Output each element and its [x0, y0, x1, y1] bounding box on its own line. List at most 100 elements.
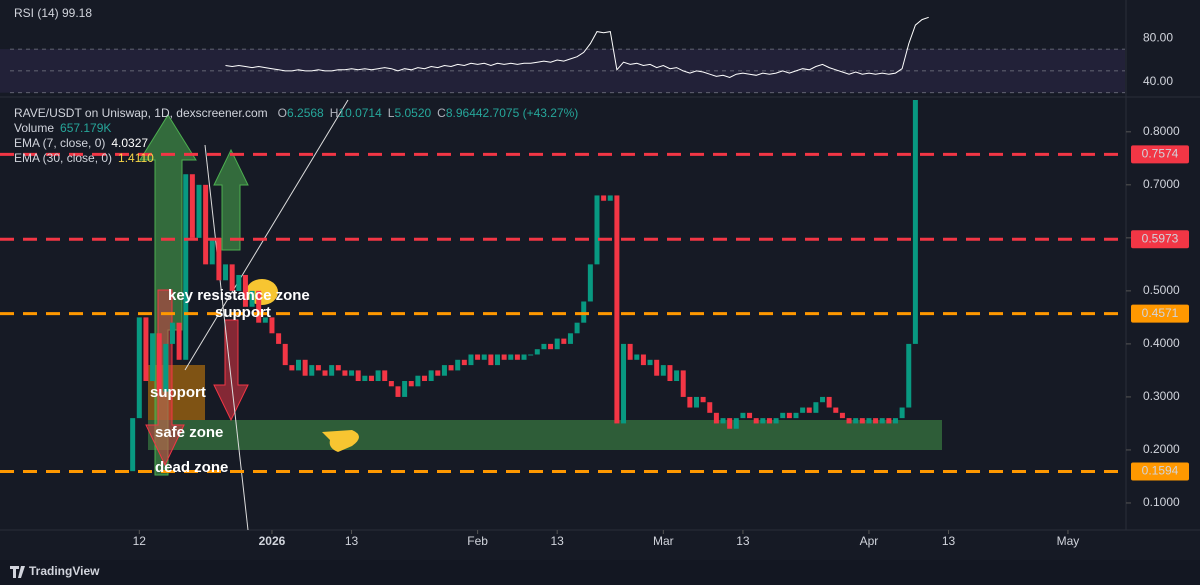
y-tick-label: 0.7000 — [1143, 177, 1180, 191]
rsi-tick-label: 40.00 — [1143, 74, 1173, 88]
candle — [130, 418, 136, 472]
candle — [700, 396, 706, 403]
candle — [448, 365, 454, 371]
candle — [879, 418, 885, 424]
x-tick-label: 13 — [736, 534, 750, 548]
candle — [508, 354, 514, 360]
candle — [481, 354, 487, 360]
candle — [176, 322, 182, 360]
candle — [561, 338, 567, 344]
x-tick-label: May — [1057, 534, 1080, 548]
candle — [866, 418, 872, 424]
candle — [150, 333, 156, 382]
candle — [813, 402, 819, 413]
level-tag — [1131, 145, 1189, 164]
y-tick-label: 0.5000 — [1143, 283, 1180, 297]
x-tick-label: 13 — [942, 534, 956, 548]
candle — [461, 359, 467, 366]
candle — [229, 264, 235, 291]
candle — [886, 418, 892, 424]
indicator-name: EMA (7, close, 0) — [14, 136, 105, 150]
up-arrow — [139, 114, 197, 476]
candle — [826, 396, 832, 408]
legend-key: L — [388, 106, 395, 120]
candle — [647, 359, 653, 366]
level-tag — [1131, 304, 1189, 323]
level-label: 0.5973 — [1142, 231, 1179, 245]
candle — [249, 290, 255, 307]
indicator-value: 1.4110 — [118, 151, 154, 165]
candle — [660, 365, 666, 376]
trend-line — [184, 99, 349, 371]
candle — [422, 375, 428, 382]
y-tick-label: 0.8000 — [1143, 124, 1180, 138]
y-tick-label: 0.2000 — [1143, 442, 1180, 456]
candle — [368, 375, 374, 382]
legend-value: 8.9644 — [446, 106, 483, 120]
candle — [415, 375, 421, 387]
level-tag — [1131, 462, 1189, 481]
candles — [130, 100, 918, 472]
x-tick-label: Mar — [653, 534, 674, 548]
candle — [793, 412, 799, 419]
level-tag — [1131, 230, 1189, 249]
indicator: Volume 657.179K — [14, 121, 111, 135]
candle — [773, 418, 779, 424]
candle — [534, 349, 540, 355]
candle — [567, 333, 573, 344]
candle — [223, 264, 229, 281]
candle — [873, 418, 879, 424]
candle — [183, 174, 189, 360]
legend-value: 10.0714 — [338, 106, 382, 120]
candle — [256, 290, 262, 323]
candle — [607, 195, 613, 201]
candle — [262, 317, 268, 323]
candle — [574, 322, 580, 334]
level-label: 0.1594 — [1142, 464, 1179, 478]
candle — [747, 412, 753, 419]
candle — [760, 418, 766, 424]
candle — [494, 354, 500, 366]
annotation: support — [215, 304, 271, 321]
level-label: 0.7574 — [1142, 147, 1179, 161]
candle — [203, 184, 209, 265]
indicator-name: Volume — [14, 121, 54, 135]
candle — [322, 370, 328, 376]
candle — [514, 354, 520, 360]
candle — [269, 317, 275, 334]
candle — [740, 412, 746, 419]
candle — [528, 354, 534, 356]
y-tick-label: 0.3000 — [1143, 389, 1180, 403]
logo — [10, 566, 25, 578]
candle — [541, 343, 547, 350]
candle — [209, 237, 215, 265]
candle — [806, 407, 812, 413]
candle — [395, 386, 401, 397]
hand-icon — [322, 430, 359, 452]
candle — [282, 343, 288, 366]
legend-value: 6.2568 — [287, 106, 324, 120]
candle — [468, 354, 474, 366]
legend-key: H — [330, 106, 339, 120]
rsi-line — [225, 16, 929, 79]
candle — [581, 301, 587, 323]
candle — [382, 370, 388, 382]
x-tick-label: 12 — [133, 534, 147, 548]
candle — [614, 195, 620, 424]
candle — [780, 412, 786, 419]
candle — [402, 381, 408, 397]
candle — [329, 365, 335, 376]
legend-title: RAVE/USDT on Uniswap, 1D, dexscreener.co… — [14, 106, 268, 120]
indicator-value: 657.179K — [60, 121, 111, 135]
candle — [388, 381, 394, 387]
y-tick-label: 0.4000 — [1143, 336, 1180, 350]
candle — [475, 354, 481, 360]
rsi-title: RSI (14) — [14, 6, 59, 20]
candle — [342, 370, 348, 376]
candle — [408, 381, 414, 387]
candle — [441, 365, 447, 376]
rsi — [225, 16, 929, 79]
candle — [216, 237, 222, 281]
candle — [846, 418, 852, 424]
